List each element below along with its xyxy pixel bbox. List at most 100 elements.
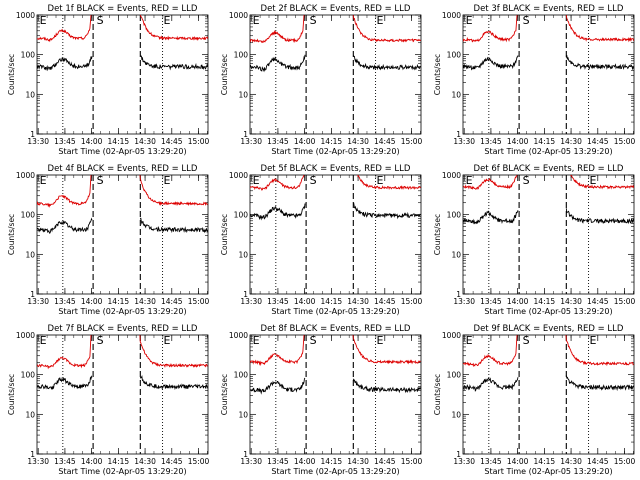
x-tick-label: 13:45: [54, 297, 76, 306]
event-marker-label: S: [310, 14, 317, 27]
events-series-line: [139, 217, 208, 234]
lld-series-line: [250, 335, 305, 367]
y-tick-label: 10: [238, 410, 248, 419]
lld-series-line: [352, 335, 421, 365]
event-marker-label: E: [466, 14, 473, 27]
x-tick-label: 14:15: [534, 137, 556, 146]
x-axis-label: Start Time (02-Apr-05 13:29:20): [58, 467, 186, 476]
y-tick-label: 1000: [229, 11, 248, 20]
y-tick-label: 100: [21, 371, 36, 380]
plot-frame: [249, 174, 422, 295]
event-marker-label: E: [253, 334, 260, 347]
y-tick-label: 1000: [16, 171, 35, 180]
chart-title: Det 3f BLACK = Events, RED = LLD: [474, 4, 624, 14]
x-tick-label: 15:00: [614, 137, 636, 146]
x-tick-label: 15:00: [188, 297, 210, 306]
x-tick-label: 14:15: [108, 457, 130, 466]
y-tick-label: 100: [21, 51, 36, 60]
event-marker-label: E: [376, 174, 383, 187]
y-tick-label: 10: [25, 410, 35, 419]
x-tick-label: 14:30: [134, 137, 156, 146]
lld-series-line: [463, 175, 518, 190]
y-tick-label: 10: [451, 90, 461, 99]
chart-panel-2: Det 2f BLACK = Events, RED = LLD 1 10 100 10…: [220, 4, 423, 156]
event-marker-label: E: [589, 14, 596, 27]
x-tick-label: 14:15: [321, 137, 343, 146]
chart-title: Det 6f BLACK = Events, RED = LLD: [474, 164, 624, 174]
event-marker-label: S: [523, 14, 530, 27]
x-tick-label: 14:15: [108, 137, 130, 146]
events-series-line: [37, 217, 93, 235]
x-tick-label: 14:15: [321, 457, 343, 466]
x-tick-label: 13:45: [54, 457, 76, 466]
x-tick-label: 13:30: [240, 457, 262, 466]
event-marker-label: E: [40, 174, 47, 187]
y-axis-label: Counts/sec: [433, 374, 442, 415]
event-marker-label: S: [523, 334, 530, 347]
event-marker-label: S: [97, 174, 104, 187]
event-marker-label: E: [163, 14, 170, 27]
x-tick-label: 14:30: [560, 297, 582, 306]
event-marker-label: E: [466, 334, 473, 347]
events-series-line: [352, 202, 421, 220]
events-series-line: [250, 377, 306, 395]
chart-title: Det 4f BLACK = Events, RED = LLD: [48, 164, 198, 174]
x-tick-label: 14:45: [587, 137, 609, 146]
events-series-line: [463, 55, 519, 71]
x-tick-label: 13:45: [480, 137, 502, 146]
plot-frame: [36, 174, 209, 295]
y-axis-label: Counts/sec: [433, 54, 442, 95]
events-series-line: [250, 54, 306, 73]
y-tick-label: 1000: [229, 331, 248, 340]
event-marker-label: E: [40, 14, 47, 27]
x-tick-label: 14:30: [560, 137, 582, 146]
event-marker-label: E: [163, 174, 170, 187]
events-series-line: [352, 378, 421, 394]
events-series-line: [565, 375, 634, 392]
x-tick-label: 14:45: [587, 457, 609, 466]
chart-title: Det 5f BLACK = Events, RED = LLD: [261, 164, 411, 174]
x-tick-label: 14:15: [534, 457, 556, 466]
chart-panel-1: Det 1f BLACK = Events, RED = LLD 1 10 100 10…: [7, 4, 210, 156]
x-tick-label: 13:45: [267, 137, 289, 146]
event-marker-label: E: [589, 174, 596, 187]
x-axis-label: Start Time (02-Apr-05 13:29:20): [58, 147, 186, 156]
y-tick-label: 1: [456, 130, 461, 139]
y-tick-label: 1000: [229, 171, 248, 180]
lld-series-line: [565, 15, 634, 43]
x-tick-label: 14:30: [134, 297, 156, 306]
y-axis-label: Counts/sec: [433, 214, 442, 255]
x-tick-label: 14:30: [134, 457, 156, 466]
lld-series-line: [139, 335, 208, 368]
y-axis-label: Counts/sec: [220, 214, 229, 255]
y-tick-label: 1: [243, 290, 248, 299]
chart-title: Det 1f BLACK = Events, RED = LLD: [48, 4, 198, 14]
y-tick-label: 1: [30, 290, 35, 299]
events-series-line: [463, 377, 519, 392]
plot-frame: [249, 14, 422, 135]
events-series-line: [463, 210, 519, 225]
x-tick-label: 15:00: [614, 457, 636, 466]
plot-frame: [36, 334, 209, 455]
x-tick-label: 14:45: [161, 297, 183, 306]
events-series-line: [352, 55, 421, 71]
y-axis-label: Counts/sec: [220, 54, 229, 95]
lld-series-line: [463, 335, 518, 367]
x-tick-label: 15:00: [188, 457, 210, 466]
x-tick-label: 14:15: [534, 297, 556, 306]
lld-series-line: [37, 335, 92, 370]
plot-frame: [462, 334, 635, 455]
x-tick-label: 15:00: [188, 137, 210, 146]
y-tick-label: 100: [234, 51, 249, 60]
y-tick-label: 1000: [16, 331, 35, 340]
x-tick-label: 15:00: [401, 297, 423, 306]
plot-frame: [462, 14, 635, 135]
x-tick-label: 14:00: [294, 457, 316, 466]
x-axis-label: Start Time (02-Apr-05 13:29:20): [271, 467, 399, 476]
x-tick-label: 13:30: [27, 457, 49, 466]
x-axis-label: Start Time (02-Apr-05 13:29:20): [484, 147, 612, 156]
y-tick-label: 1: [30, 450, 35, 459]
x-tick-label: 14:45: [587, 297, 609, 306]
